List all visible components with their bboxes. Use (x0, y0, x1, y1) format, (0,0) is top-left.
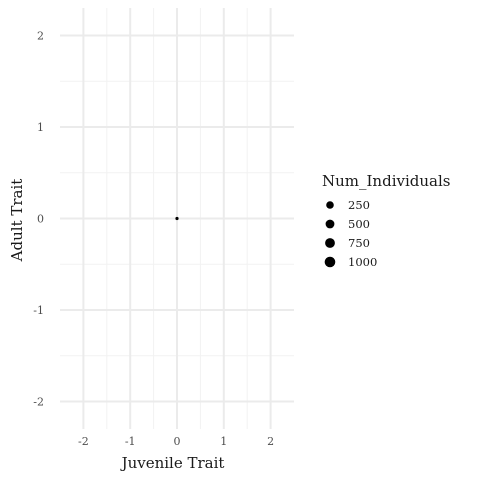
y-axis-title: Adult Trait (8, 179, 26, 263)
legend-entries: 250 500 750 1000 (324, 198, 377, 269)
x-tick-labels: -2 -1 0 1 2 (78, 435, 274, 448)
legend: Num_Individuals 250 500 750 1000 (322, 172, 450, 269)
legend-label: 1000 (348, 255, 377, 269)
legend-label: 750 (348, 236, 370, 250)
data-point (175, 216, 179, 221)
y-tick-label: 2 (37, 29, 44, 42)
legend-size-key (325, 238, 335, 248)
major-grid (60, 8, 294, 429)
x-tick-label: 0 (174, 435, 181, 448)
x-tick-label: -2 (78, 435, 89, 448)
x-axis-title: Juvenile Trait (120, 454, 225, 472)
y-tick-label: -1 (33, 304, 44, 317)
legend-size-key (326, 201, 334, 209)
legend-size-key (324, 256, 336, 268)
legend-label: 250 (348, 198, 370, 212)
y-tick-label: 0 (37, 213, 44, 226)
y-tick-label: -2 (33, 396, 44, 409)
legend-label: 500 (348, 217, 370, 231)
x-tick-label: 2 (267, 435, 274, 448)
x-tick-label: 1 (220, 435, 227, 448)
data-points (175, 216, 179, 221)
legend-size-key (325, 219, 335, 229)
y-tick-labels: -2 -1 0 1 2 (33, 29, 44, 408)
x-tick-label: -1 (125, 435, 136, 448)
y-tick-label: 1 (37, 121, 44, 134)
legend-title: Num_Individuals (322, 172, 450, 190)
